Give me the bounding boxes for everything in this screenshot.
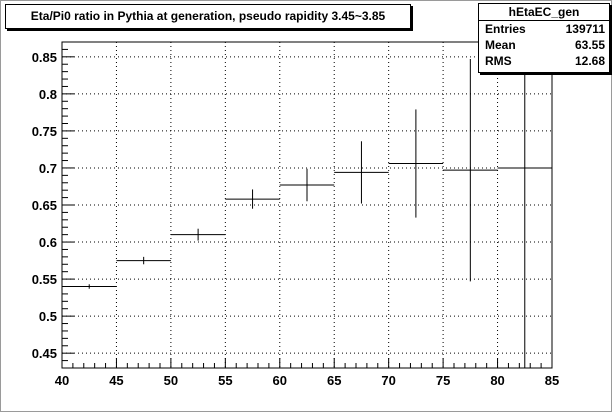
x-tick-label-7: 75 <box>436 373 450 388</box>
y-tick-label-6: 0.75 <box>32 124 57 139</box>
x-tick-label-3: 55 <box>218 373 232 388</box>
entries-label: Entries <box>485 22 526 36</box>
chart-title: Eta/Pi0 ratio in Pythia at generation, p… <box>5 4 411 29</box>
x-tick-label-2: 50 <box>164 373 178 388</box>
y-axis: 0.45 0.5 0.55 0.6 0.65 0.7 0.75 0.8 0.85 <box>32 41 74 369</box>
y-tick-label-0: 0.45 <box>32 346 57 361</box>
stats-row-rms: RMS 12.68 <box>479 53 609 69</box>
x-tick-label-8: 80 <box>490 373 504 388</box>
y-tick-label-2: 0.55 <box>32 272 57 287</box>
x-tick-label-6: 70 <box>381 373 395 388</box>
x-tick-label-1: 45 <box>109 373 123 388</box>
x-tick-label-4: 60 <box>273 373 287 388</box>
rms-value: 12.68 <box>574 54 605 68</box>
y-tick-label-8: 0.85 <box>32 50 57 65</box>
x-tick-label-9: 85 <box>545 373 559 388</box>
x-tick-label-0: 40 <box>55 373 69 388</box>
rms-label: RMS <box>485 54 512 68</box>
grid-lines <box>62 42 552 368</box>
stats-row-entries: Entries 139711 <box>479 21 609 37</box>
y-tick-label-3: 0.6 <box>39 235 57 250</box>
data-bins <box>62 42 552 368</box>
mean-value: 63.55 <box>574 38 605 52</box>
entries-value: 139711 <box>565 22 605 36</box>
y-tick-label-7: 0.8 <box>39 87 57 102</box>
y-tick-label-1: 0.5 <box>39 309 57 324</box>
histogram-name: hEtaEC_gen <box>479 4 609 21</box>
y-tick-label-4: 0.65 <box>32 198 57 213</box>
y-tick-label-5: 0.7 <box>39 161 57 176</box>
stats-box: hEtaEC_gen Entries 139711 Mean 63.55 RMS… <box>478 3 610 73</box>
x-tick-label-5: 65 <box>327 373 341 388</box>
stats-row-mean: Mean 63.55 <box>479 37 609 53</box>
x-axis: 40 45 50 55 60 65 70 75 80 85 <box>55 358 559 388</box>
mean-label: Mean <box>485 38 516 52</box>
